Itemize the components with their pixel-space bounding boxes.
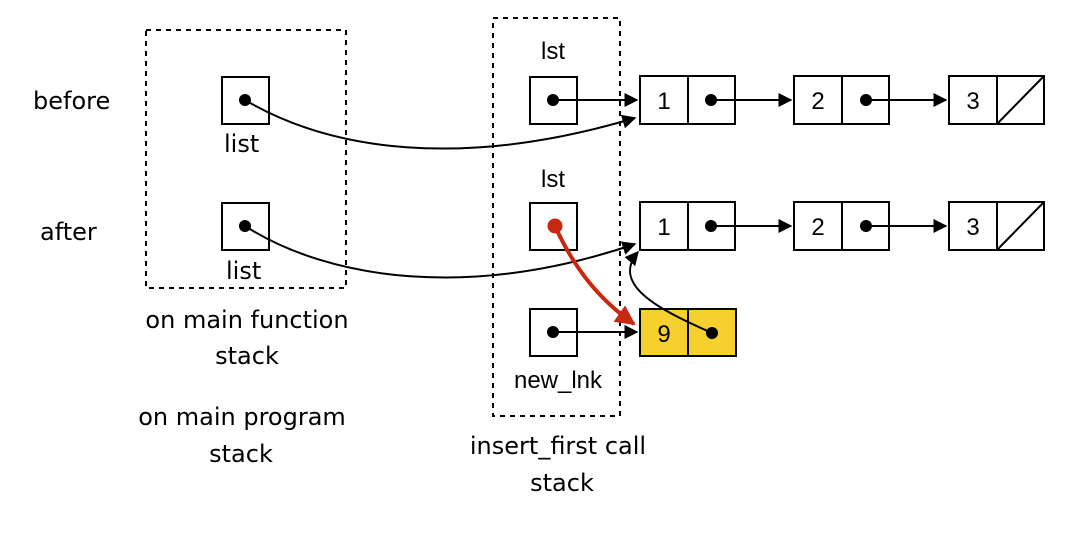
main-function-caption-line1: on main function: [145, 306, 348, 334]
main-function-caption-line2: stack: [215, 342, 279, 370]
insert-first-call-frame: [492, 17, 621, 417]
list-after-node-2-value: 2: [811, 214, 824, 241]
new-node: 9: [639, 308, 737, 357]
arrow-list-before-to-node1: [244, 99, 637, 150]
main-function-frame: [145, 29, 347, 289]
list-after-node-1-value: 1: [657, 214, 670, 241]
list-before-node-2: 2: [793, 75, 890, 125]
arrow-lst-after-to-node9: [553, 225, 636, 326]
list-before-label: list: [224, 130, 259, 158]
new-node-value: 9: [657, 321, 670, 348]
list-before-node-2-value: 2: [811, 88, 824, 115]
lst-after-label: lst: [541, 166, 565, 193]
main-program-caption-line1: on main program: [138, 403, 346, 431]
insert-first-caption-line2: stack: [530, 469, 594, 497]
lst-before-label: lst: [541, 38, 565, 65]
list-after-node-3: 3: [948, 201, 1045, 251]
new-lnk-label: new_lnk: [514, 367, 603, 394]
list-after-node-3-value: 3: [966, 214, 979, 241]
list-after-label: list: [226, 257, 261, 285]
main-program-caption-line2: stack: [209, 440, 273, 468]
list-before-node-3-value: 3: [966, 88, 979, 115]
list-before-node-1-value: 1: [657, 88, 670, 115]
arrow-node9-next-to-node1: [624, 250, 713, 334]
row-label-before: before: [33, 87, 110, 115]
list-before-node-3: 3: [948, 75, 1045, 125]
row-label-after: after: [40, 218, 97, 246]
arrow-list-after-to-node1: [244, 225, 637, 279]
insert-first-caption-line1: insert_first call: [470, 432, 646, 460]
